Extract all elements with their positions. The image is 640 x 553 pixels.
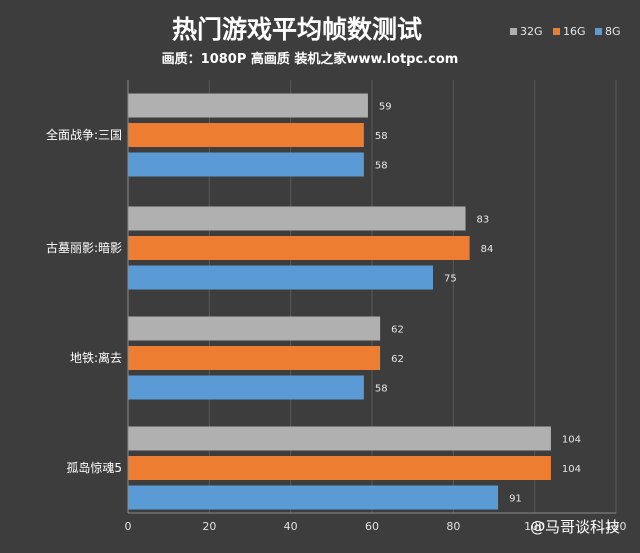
x-tick-label: 60 <box>365 520 379 533</box>
bar <box>128 93 368 118</box>
bar <box>128 456 551 480</box>
x-tick-label: 20 <box>202 520 216 533</box>
data-label: 58 <box>375 131 388 142</box>
legend-swatch <box>595 28 602 35</box>
chart-title: 热门游戏平均帧数测试 <box>172 15 422 44</box>
category-label: 古墓丽影:暗影 <box>46 240 122 255</box>
legend-swatch <box>553 28 560 35</box>
watermark: @马哥谈科技 <box>530 518 620 536</box>
data-label: 59 <box>379 102 392 113</box>
chart-legend: 32G 16G 8G <box>510 25 621 38</box>
bar <box>128 316 381 341</box>
data-label: 84 <box>481 244 494 255</box>
legend-label: 16G <box>563 25 586 38</box>
bar <box>128 485 499 510</box>
data-label: 104 <box>562 464 581 475</box>
data-label: 62 <box>391 354 404 365</box>
data-label: 62 <box>391 325 404 336</box>
category-label: 全面战争:三国 <box>46 127 122 142</box>
legend-label: 32G <box>520 25 543 38</box>
bar <box>128 206 466 231</box>
category-label: 地铁:离去 <box>70 350 122 365</box>
legend-swatch <box>510 28 517 35</box>
bar <box>128 152 364 177</box>
bars: 59 58 58 83 84 75 62 62 58 104 104 91 <box>128 93 581 510</box>
bar <box>128 375 364 400</box>
data-label: 91 <box>509 494 522 505</box>
x-tick-label: 0 <box>125 520 132 533</box>
data-label: 58 <box>375 384 388 395</box>
x-tick-label: 40 <box>284 520 298 533</box>
x-tick-label: 120 <box>606 520 627 533</box>
bar <box>128 346 381 370</box>
chart-subtitle: 画质：1080P 高画质 装机之家www.lotpc.com <box>162 51 459 67</box>
bar <box>128 236 470 260</box>
x-tick-label: 100 <box>524 520 545 533</box>
data-label: 75 <box>444 274 457 285</box>
data-label: 58 <box>375 161 388 172</box>
category-label: 孤岛惊魂5 <box>66 460 122 475</box>
legend-label: 8G <box>605 25 621 38</box>
bar <box>128 426 551 451</box>
data-label: 104 <box>562 435 581 446</box>
x-tick-label: 80 <box>446 520 460 533</box>
bar <box>128 123 364 147</box>
bar <box>128 265 433 290</box>
data-label: 83 <box>477 215 490 226</box>
